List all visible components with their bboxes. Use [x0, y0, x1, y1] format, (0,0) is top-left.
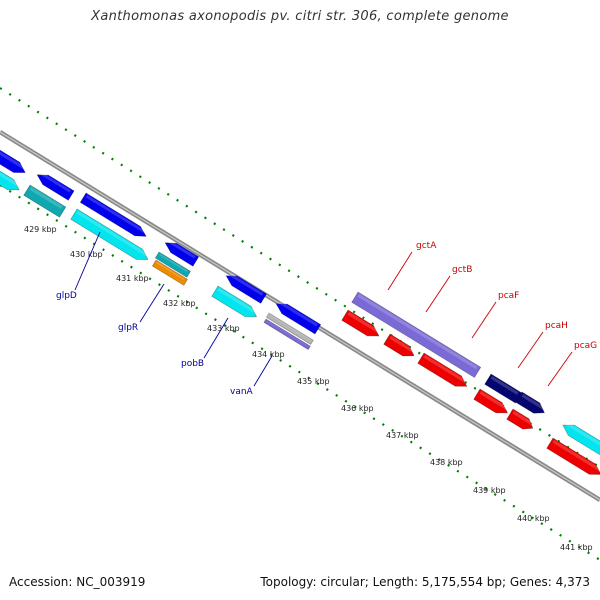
gene-block — [383, 333, 415, 357]
leader-line — [425, 275, 451, 313]
gene-label: vanA — [230, 387, 254, 397]
gene-labels: gctA gctB pcaF pcaH pcaG glpD glpR pobB vanA — [56, 231, 597, 397]
gene-block — [546, 437, 600, 475]
kbp-label: 439 kbp — [473, 486, 506, 495]
leader-line — [471, 301, 497, 339]
gene-label: pcaH — [545, 321, 568, 331]
gene-block — [506, 408, 534, 430]
gene-block — [164, 239, 200, 267]
gene-label: pobB — [181, 359, 204, 369]
gene-block — [211, 285, 258, 318]
gene-label: glpR — [118, 323, 138, 333]
kbp-label: 434 kbp — [252, 350, 285, 359]
leader-line — [74, 231, 101, 291]
gene-block — [515, 391, 545, 414]
leader-line — [253, 355, 273, 387]
gene-block — [265, 312, 314, 345]
gene-block — [154, 251, 191, 278]
accession-text: Accession: NC_003919 — [9, 575, 146, 589]
kbp-label: 435 kbp — [297, 377, 330, 386]
gene-block — [70, 208, 149, 260]
gene-block — [351, 291, 482, 378]
kbp-label: 437 kbp — [386, 431, 419, 440]
gene-label: gctA — [416, 241, 437, 251]
kbp-label: 433 kbp — [207, 324, 240, 333]
gene-block — [36, 171, 75, 201]
gene-block — [341, 309, 380, 337]
outer-tick-ring — [0, 87, 600, 469]
leader-line — [203, 317, 229, 359]
kbp-label: 430 kbp — [70, 250, 103, 259]
kbp-label: 432 kbp — [163, 299, 196, 308]
gene-block — [417, 352, 468, 387]
leader-line — [387, 251, 413, 291]
gene-block — [484, 373, 523, 404]
gene-label: gctB — [452, 265, 472, 275]
genome-title: Xanthomonas axonopodis pv. citri str. 30… — [91, 9, 509, 24]
kbp-label: 429 kbp — [24, 225, 57, 234]
topology-text: Topology: circular; Length: 5,175,554 bp… — [260, 575, 590, 589]
gene-label: pcaG — [574, 341, 597, 351]
kbp-label: 440 kbp — [517, 514, 550, 523]
gene-block — [275, 300, 322, 335]
gene-blocks — [0, 143, 600, 475]
inner-tick-ring — [0, 184, 600, 561]
kbp-label: 431 kbp — [116, 274, 149, 283]
gene-block — [0, 164, 20, 191]
gene-block — [151, 259, 188, 286]
gene-block — [225, 272, 267, 304]
kbp-ruler: 429 kbp 430 kbp 431 kbp 432 kbp 433 kbp 434 k… — [24, 225, 593, 552]
gene-label: pcaF — [498, 291, 519, 301]
kbp-label: 436 kbp — [341, 404, 374, 413]
leader-line — [547, 351, 573, 387]
gene-block — [23, 184, 67, 218]
gene-block — [263, 318, 311, 351]
leader-line — [139, 283, 165, 323]
gene-block — [79, 192, 147, 237]
kbp-label: 438 kbp — [430, 458, 463, 467]
gene-label: glpD — [56, 291, 77, 301]
gene-block — [0, 143, 26, 173]
gene-block — [473, 388, 509, 414]
leader-line — [517, 331, 544, 369]
kbp-label: 441 kbp — [560, 543, 593, 552]
gene-block — [562, 421, 600, 457]
